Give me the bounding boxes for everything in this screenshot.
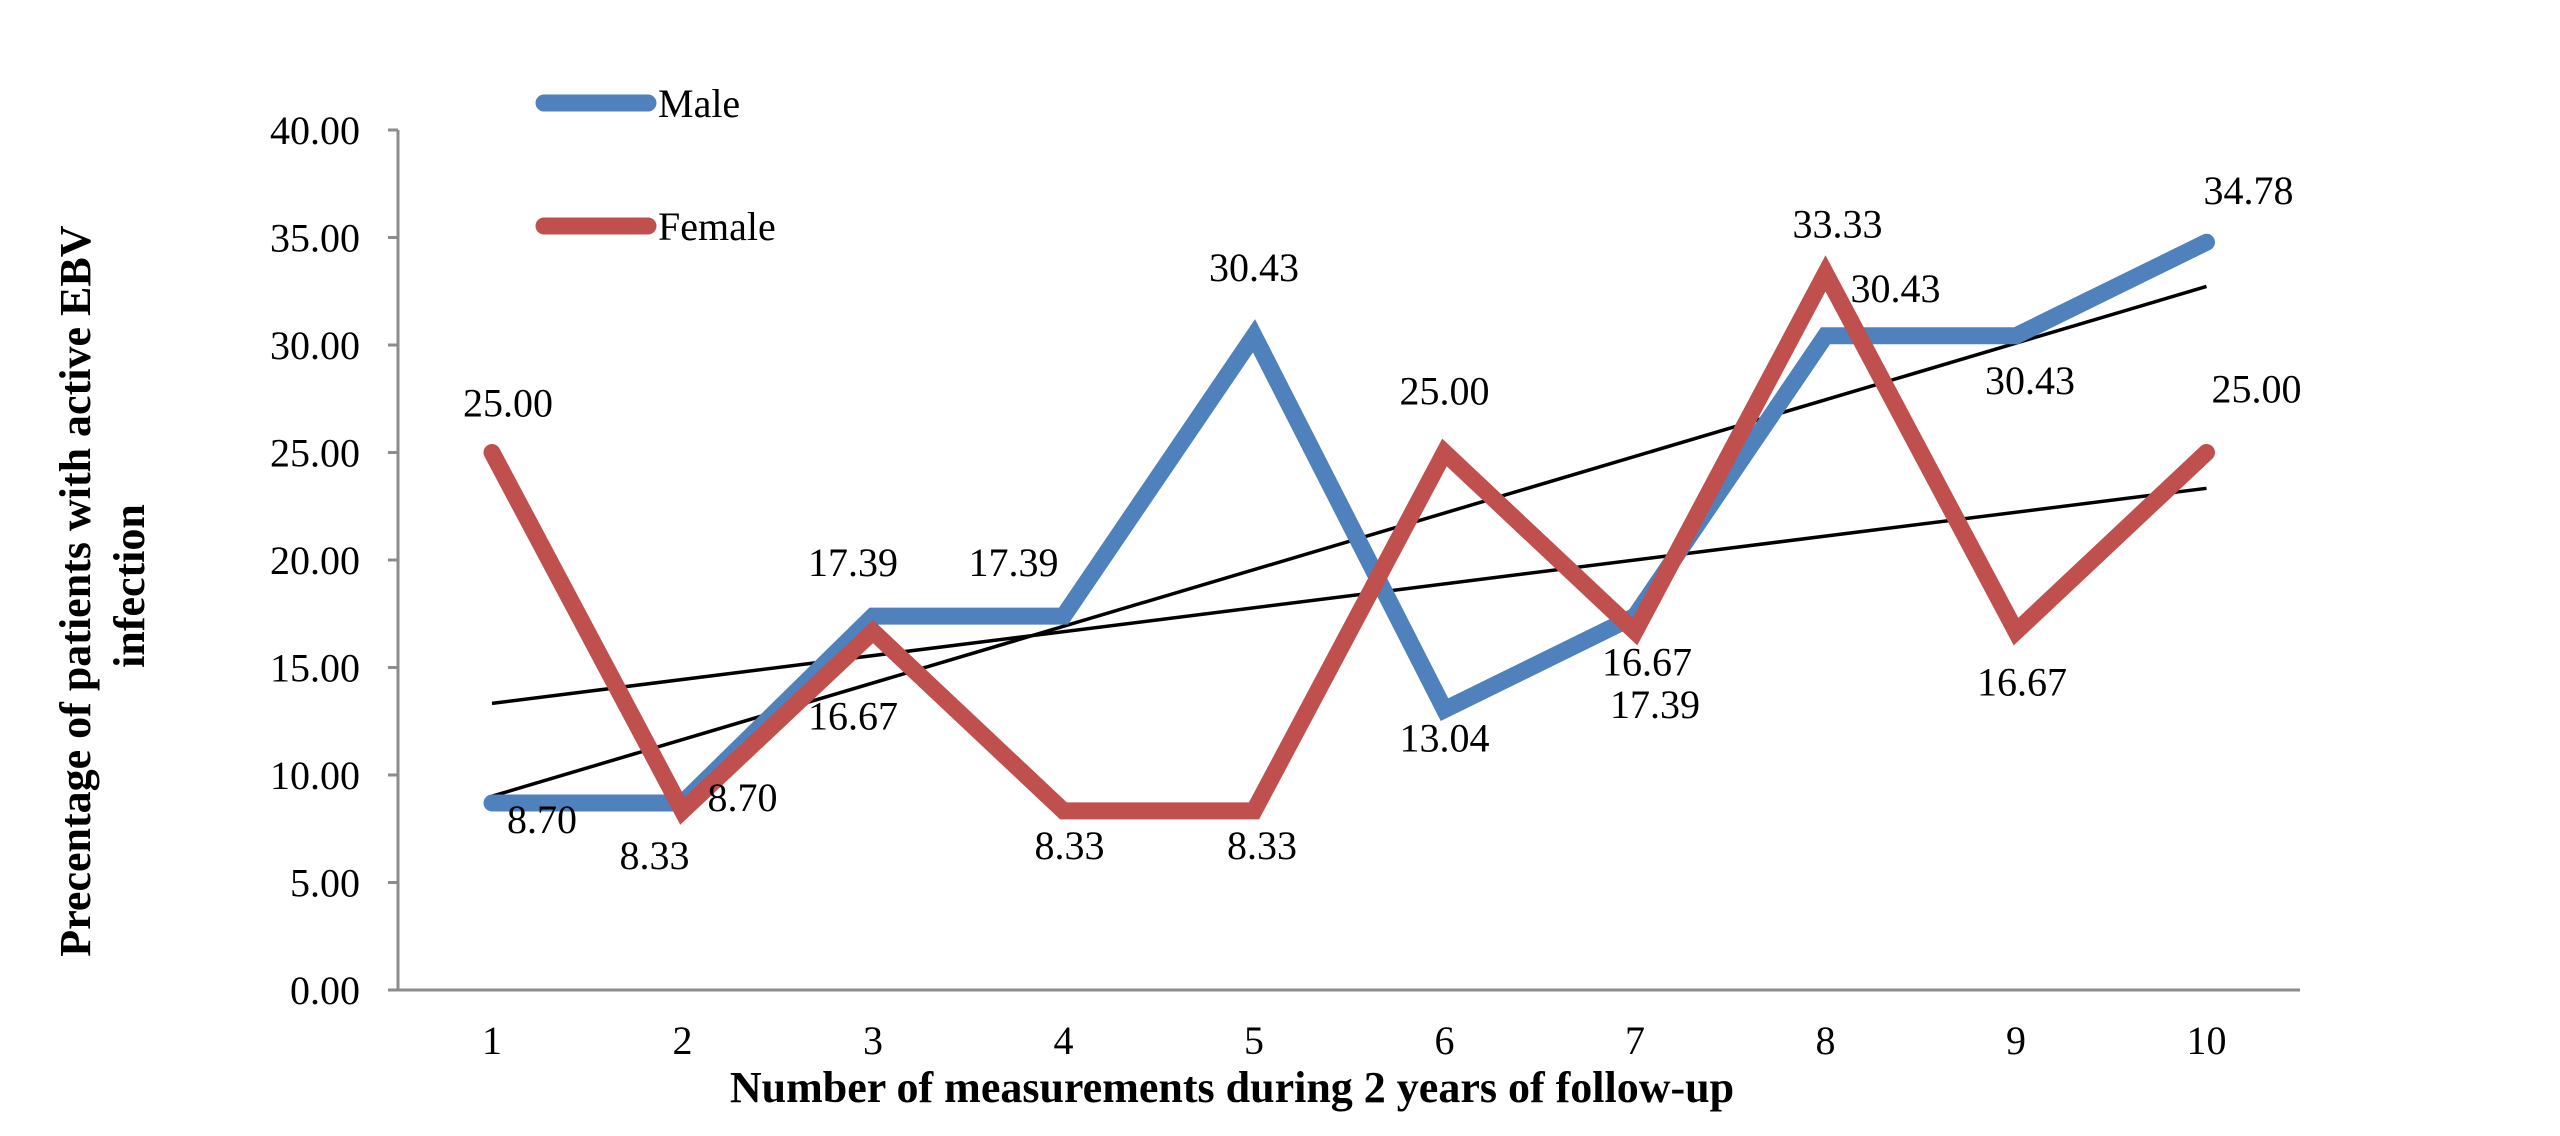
x-tick-label: 3 <box>863 1018 883 1063</box>
y-axis-title: Precentage of patients with active EBV i… <box>51 215 154 956</box>
data-label-male: 30.43 <box>1985 358 2075 403</box>
legend-label-male: Male <box>658 81 740 126</box>
data-label-female: 25.00 <box>2212 367 2302 412</box>
legend-label-female: Female <box>658 204 776 249</box>
x-tick-label: 7 <box>1625 1018 1645 1063</box>
y-axis-title-line-2: infection <box>105 504 154 668</box>
y-axis-title-line-1: Precentage of patients with active EBV <box>51 225 100 956</box>
x-tick-label: 8 <box>1816 1018 1836 1063</box>
x-tick-label: 1 <box>482 1018 502 1063</box>
y-tick-label: 5.00 <box>290 861 360 906</box>
series-lines <box>483 233 2215 825</box>
data-label-male: 34.78 <box>2204 168 2294 213</box>
data-label-male: 13.04 <box>1400 716 1490 761</box>
x-tick-label: 2 <box>673 1018 693 1063</box>
y-tick-label: 25.00 <box>270 431 360 476</box>
series-line-male <box>483 233 2215 812</box>
data-label-male: 8.70 <box>708 775 778 820</box>
axes: 0.00 5.00 10.00 15.00 20.00 25.00 30.00 35.00 40… <box>270 108 2300 1063</box>
y-tick-label: 15.00 <box>270 646 360 691</box>
y-tick-label: 35.00 <box>270 216 360 261</box>
y-tick-label: 20.00 <box>270 538 360 583</box>
x-tick-label: 5 <box>1244 1018 1264 1063</box>
series-line-female <box>483 255 2215 825</box>
data-label-female: 25.00 <box>1400 369 1490 414</box>
trendline-female <box>491 486 2207 706</box>
data-label-female: 25.00 <box>463 381 553 426</box>
data-label-female: 16.67 <box>808 694 898 739</box>
y-tick-label: 30.00 <box>270 323 360 368</box>
x-tick-label: 4 <box>1054 1018 1074 1063</box>
x-tick-label: 10 <box>2187 1018 2227 1063</box>
data-label-female: 8.33 <box>620 833 690 878</box>
data-label-female: 8.33 <box>1035 823 1105 868</box>
data-label-female: 8.33 <box>1227 823 1297 868</box>
data-label-male: 17.39 <box>808 540 898 585</box>
data-labels: 8.70 8.70 17.39 17.39 30.43 13.04 17.39 30.43 30… <box>463 168 2302 878</box>
data-label-male: 30.43 <box>1851 266 1941 311</box>
legend: Male Female <box>535 81 776 249</box>
data-label-male: 17.39 <box>1610 682 1700 727</box>
x-axis-title: Number of measurements during 2 years of… <box>730 1063 1734 1112</box>
data-label-male: 8.70 <box>507 797 577 842</box>
y-tick-label: 40.00 <box>270 108 360 153</box>
x-tick-label: 6 <box>1435 1018 1455 1063</box>
y-tick-label: 0.00 <box>290 968 360 1013</box>
y-tick-label: 10.00 <box>270 753 360 798</box>
data-label-male: 17.39 <box>969 540 1059 585</box>
x-tick-label: 9 <box>2006 1018 2026 1063</box>
data-label-female: 16.67 <box>1602 640 1692 685</box>
data-label-male: 30.43 <box>1209 245 1299 290</box>
data-label-female: 16.67 <box>1977 660 2067 705</box>
data-label-female: 33.33 <box>1793 201 1883 246</box>
